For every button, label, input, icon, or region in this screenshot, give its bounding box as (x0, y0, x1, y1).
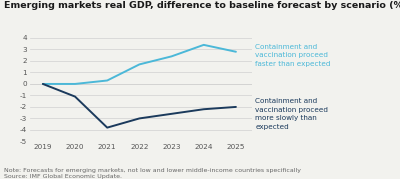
Text: Containment and
vaccination proceed
faster than expected: Containment and vaccination proceed fast… (255, 44, 331, 67)
Text: Containment and
vaccination proceed
more slowly than
expected: Containment and vaccination proceed more… (255, 98, 328, 130)
Text: Note: Forecasts for emerging markets, not low and lower middle-income countries : Note: Forecasts for emerging markets, no… (4, 168, 301, 179)
Text: Emerging markets real GDP, difference to baseline forecast by scenario (%): Emerging markets real GDP, difference to… (4, 1, 400, 10)
